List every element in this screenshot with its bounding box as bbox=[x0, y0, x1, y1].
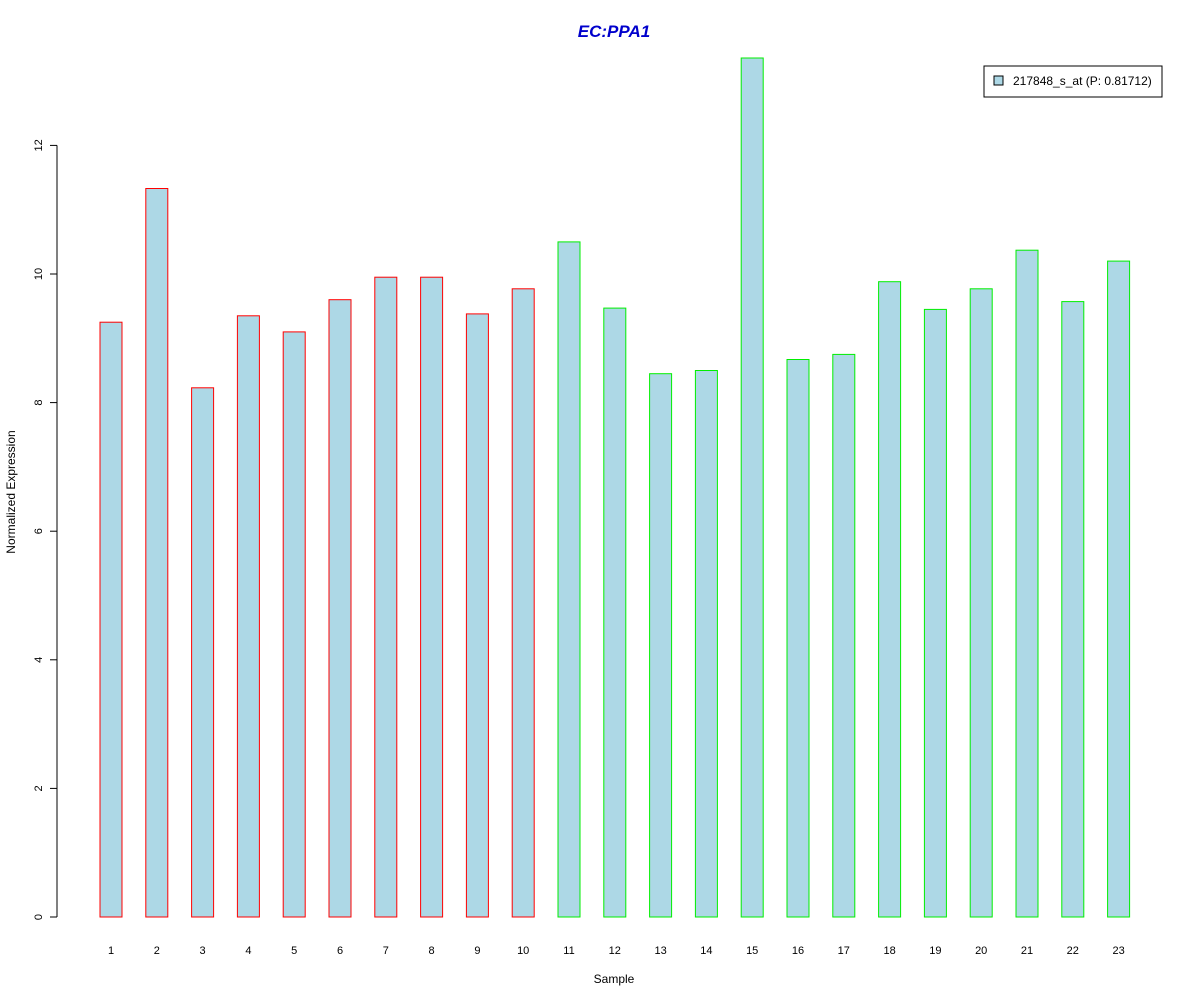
x-tick-labels: 1 2 3 4 5 6 7 8 9 10 11 12 13 14 15 16 17 18 19 20 21 22 23 bbox=[108, 945, 1125, 957]
y-tick-label: 6 bbox=[33, 528, 45, 534]
bar bbox=[1015, 249, 1039, 918]
x-tick-label: 19 bbox=[929, 945, 941, 957]
y-axis-label: Normalized Expression bbox=[4, 430, 18, 553]
y-tick-label: 0 bbox=[33, 914, 45, 920]
x-tick-label: 13 bbox=[654, 945, 666, 957]
bar bbox=[99, 321, 123, 918]
x-tick-label: 1 bbox=[108, 945, 114, 957]
legend-box bbox=[983, 65, 1163, 98]
x-tick-label: 9 bbox=[474, 945, 480, 957]
x-tick-label: 4 bbox=[245, 945, 251, 957]
x-tick-label: 16 bbox=[792, 945, 804, 957]
bar bbox=[694, 370, 718, 918]
bar bbox=[465, 313, 489, 918]
x-tick-label: 17 bbox=[838, 945, 850, 957]
x-tick-label: 15 bbox=[746, 945, 758, 957]
x-tick-label: 3 bbox=[200, 945, 206, 957]
x-tick-label: 6 bbox=[337, 945, 343, 957]
x-tick-label: 10 bbox=[517, 945, 529, 957]
x-tick-label: 23 bbox=[1112, 945, 1124, 957]
bar bbox=[328, 299, 352, 918]
bar bbox=[145, 188, 169, 918]
y-tick-label: 10 bbox=[33, 268, 45, 280]
legend-swatch bbox=[993, 75, 1004, 86]
x-tick-label: 21 bbox=[1021, 945, 1033, 957]
bar bbox=[786, 359, 810, 918]
x-tick-label: 18 bbox=[883, 945, 895, 957]
x-axis-label: Sample bbox=[594, 972, 635, 986]
chart-title: EC:PPA1 bbox=[578, 22, 650, 41]
y-tick-label: 8 bbox=[33, 400, 45, 406]
bar bbox=[420, 276, 444, 918]
bar bbox=[649, 373, 673, 918]
y-tick-label: 12 bbox=[33, 139, 45, 151]
x-tick-label: 7 bbox=[383, 945, 389, 957]
bar bbox=[878, 281, 902, 918]
bar bbox=[557, 241, 581, 918]
y-tick-label: 2 bbox=[33, 785, 45, 791]
bar bbox=[923, 308, 947, 918]
x-tick-label: 5 bbox=[291, 945, 297, 957]
bar bbox=[603, 307, 627, 918]
bar bbox=[832, 353, 856, 918]
legend: 217848_s_at (P: 0.81712) bbox=[983, 65, 1163, 98]
legend-label: 217848_s_at (P: 0.81712) bbox=[1013, 74, 1152, 88]
bar bbox=[191, 387, 215, 918]
x-tick-label: 11 bbox=[563, 945, 574, 957]
x-tick-label: 22 bbox=[1067, 945, 1079, 957]
x-tick-label: 2 bbox=[154, 945, 160, 957]
bars bbox=[99, 57, 1131, 918]
x-tick-label: 14 bbox=[700, 945, 712, 957]
x-tick-label: 8 bbox=[429, 945, 435, 957]
bar bbox=[969, 288, 993, 918]
bar bbox=[740, 57, 764, 918]
bar bbox=[374, 276, 398, 918]
bar bbox=[282, 331, 306, 918]
bar bbox=[1107, 260, 1131, 918]
y-tick-label: 4 bbox=[33, 657, 45, 663]
x-tick-label: 20 bbox=[975, 945, 987, 957]
x-tick-label: 12 bbox=[609, 945, 621, 957]
bar bbox=[236, 315, 260, 918]
y-axis: 0 2 4 6 8 10 12 bbox=[33, 139, 58, 920]
bar bbox=[511, 288, 535, 918]
bar bbox=[1061, 301, 1085, 918]
